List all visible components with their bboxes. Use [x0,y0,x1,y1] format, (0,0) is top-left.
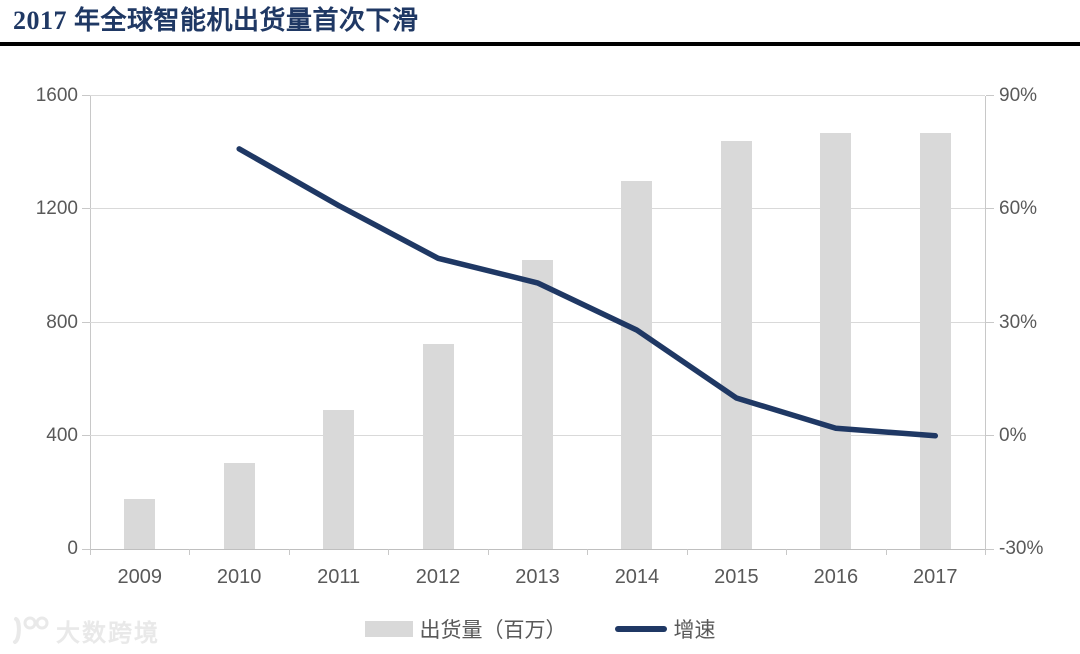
left-axis-line [90,96,91,549]
x-axis-label-2010: 2010 [216,566,262,588]
right-axis-tick [986,95,994,96]
legend-label: 出货量（百万） [419,619,567,642]
legend-item-growth: 增速 [614,614,716,644]
bar-2012 [422,343,454,549]
legend-item-shipments: 出货量（百万） [364,614,567,644]
x-axis-label-2017: 2017 [913,566,958,588]
left-axis-tick [82,434,90,436]
bar-2010 [223,462,255,549]
x-axis-tick [885,549,887,555]
right-axis-tick-label: 30% [999,311,1038,333]
chart-title: 2017 年全球智能机出货量首次下滑 [13,6,419,35]
x-axis-tick [487,549,489,555]
right-axis-tick [986,549,994,550]
x-axis-tick [985,549,986,555]
left-axis-tick-label: 1600 [35,85,78,106]
x-axis-tick [686,549,688,555]
bar-swatch-icon [364,621,413,637]
bar-2016 [820,132,852,549]
right-axis-line [985,96,986,549]
x-axis-label-2015: 2015 [714,566,759,588]
left-axis-tick-label: 400 [46,424,78,446]
left-axis-tick-label: 1200 [35,198,78,220]
x-axis-label-2016: 2016 [813,566,859,588]
left-axis-tick [82,549,90,550]
growth-line [236,146,939,439]
x-axis-label-2013: 2013 [515,566,560,588]
left-axis-tick [82,321,90,323]
right-axis-tick [986,321,994,323]
legend-label: 增速 [673,619,716,642]
left-axis-tick-label: 800 [46,311,78,333]
line-swatch-icon [614,626,667,632]
right-axis-tick-label: 0% [999,424,1027,446]
gridline [90,208,985,210]
right-axis-tick-label: 60% [999,198,1038,220]
legend: 出货量（百万） 增速 [0,612,1080,646]
right-axis-tick-label: -30% [999,538,1044,559]
x-axis-tick [288,549,290,555]
right-axis-tick-label: 90% [999,85,1038,106]
bar-2015 [720,141,752,549]
bar-2013 [522,260,553,549]
bar-2017 [919,132,951,549]
x-axis-label-2012: 2012 [415,566,461,588]
title-underline [0,42,1080,46]
bar-2011 [323,410,355,549]
bar-2014 [621,180,653,549]
x-axis-label-2011: 2011 [317,566,361,588]
x-axis-label-2009: 2009 [117,566,162,588]
x-axis-tick [786,549,788,555]
bar-2009 [124,499,156,549]
right-axis-tick [986,208,994,210]
gridline [90,95,985,96]
x-axis-label-2014: 2014 [614,566,660,588]
x-axis-tick [587,549,589,555]
gridline [90,549,985,550]
left-axis-tick-label: 0 [67,538,78,559]
left-axis-tick [82,95,90,96]
x-axis-tick [388,549,390,555]
x-axis-tick [189,549,191,555]
right-axis-tick [986,434,994,436]
left-axis-tick [82,208,90,210]
x-axis-tick [90,549,91,555]
plot-area [82,95,994,555]
